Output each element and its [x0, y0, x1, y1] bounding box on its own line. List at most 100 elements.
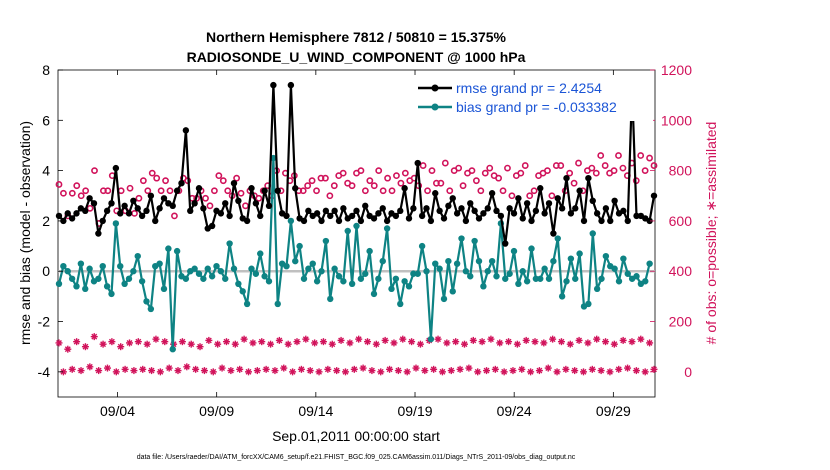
assimilated-obs-point: [236, 365, 244, 373]
bias-point: [471, 237, 478, 245]
rmse-point: [554, 195, 561, 202]
possible-obs-point: [339, 169, 347, 177]
rmse-point: [60, 217, 67, 225]
assimilated-obs-point: [505, 338, 513, 346]
possible-obs-point: [495, 174, 502, 182]
rmse-point: [243, 217, 251, 225]
assimilated-obs-point: [333, 367, 341, 375]
rmse-point: [462, 217, 470, 225]
rmse-point: [475, 215, 483, 222]
bias-point: [86, 265, 93, 272]
bias-point: [541, 265, 548, 272]
bias-point: [195, 270, 203, 277]
possible-obs-point: [379, 187, 387, 195]
possible-obs-point: [370, 182, 378, 190]
assimilated-obs-point: [522, 336, 530, 344]
rmse-point: [401, 185, 408, 192]
assimilated-obs-point: [584, 339, 592, 347]
assimilated-obs-point: [487, 335, 495, 343]
assimilated-obs-point: [593, 335, 601, 343]
bias-point: [383, 225, 391, 232]
left-y-tick-label: 0: [42, 263, 50, 279]
assimilated-obs-point: [68, 365, 76, 373]
rmse-point: [593, 210, 601, 217]
bias-point: [222, 275, 229, 282]
possible-obs-point: [517, 169, 525, 177]
rmse-point: [488, 190, 496, 197]
possible-obs-point: [637, 152, 645, 159]
bias-point: [257, 250, 264, 257]
possible-obs-point: [384, 174, 391, 182]
assimilated-obs-point: [443, 339, 451, 347]
x-tick-label: 09/14: [298, 403, 333, 419]
possible-obs-point: [601, 162, 609, 169]
rmse-series: [55, 81, 658, 247]
rmse-point: [230, 179, 238, 187]
assimilated-obs-point: [438, 368, 446, 376]
possible-obs-point: [202, 194, 209, 202]
possible-obs-point: [104, 187, 112, 195]
rmse-point: [331, 207, 338, 215]
assimilated-obs-point: [496, 339, 504, 347]
possible-obs-point: [171, 212, 178, 220]
bias-point: [60, 263, 67, 270]
rmse-point: [152, 217, 159, 225]
right-y-tick-label: 800: [669, 163, 693, 179]
assimilated-obs-point: [364, 338, 372, 346]
rmse-point: [458, 205, 465, 212]
assimilated-obs-series: [55, 333, 658, 376]
bias-point: [357, 275, 365, 282]
rmse-point: [270, 81, 277, 89]
possible-obs-point: [468, 167, 476, 175]
rmse-point: [532, 207, 540, 215]
possible-obs-point: [526, 192, 534, 200]
assimilated-obs-point: [249, 339, 257, 347]
bias-point: [515, 280, 522, 288]
assimilated-obs-point: [253, 367, 261, 375]
assimilated-obs-point: [394, 367, 402, 375]
rmse-point: [370, 215, 378, 222]
possible-obs-point: [508, 192, 516, 200]
assimilated-obs-point: [430, 365, 438, 373]
x-tick-label: 09/19: [397, 403, 432, 419]
rmse-point: [90, 200, 98, 207]
assimilated-obs-point: [478, 338, 486, 346]
assimilated-obs-point: [624, 364, 632, 372]
left-y-tick-label: 8: [42, 62, 50, 78]
assimilated-obs-point: [86, 363, 94, 371]
assimilated-obs-point: [174, 367, 182, 375]
bias-point: [335, 273, 343, 280]
bias-point: [362, 270, 369, 277]
possible-obs-point: [486, 164, 494, 172]
rmse-point: [580, 217, 588, 225]
bias-point: [646, 260, 653, 267]
bias-point: [82, 285, 89, 293]
assimilated-obs-point: [90, 333, 98, 341]
possible-obs-point: [139, 177, 147, 185]
rmse-point: [392, 212, 400, 220]
assimilated-obs-point: [628, 338, 636, 346]
rmse-point: [519, 215, 526, 222]
bias-point: [554, 235, 561, 242]
assimilated-obs-point: [606, 368, 614, 376]
assimilated-obs-point: [368, 367, 376, 375]
rmse-point: [567, 210, 575, 217]
assimilated-obs-point: [416, 340, 424, 348]
legend-rmse-label: rmse grand pr = 2.4254: [456, 80, 602, 96]
possible-obs-point: [148, 169, 156, 177]
x-tick-label: 09/24: [497, 403, 532, 419]
assimilated-obs-point: [284, 340, 292, 348]
assimilated-obs-point: [289, 368, 297, 376]
assimilated-obs-point: [161, 338, 169, 346]
rmse-point: [397, 207, 404, 215]
rmse-point: [353, 207, 360, 215]
rmse-point: [226, 212, 233, 220]
bias-point: [283, 263, 290, 270]
assimilated-obs-point: [566, 340, 574, 348]
bias-point: [620, 255, 627, 262]
rmse-point: [418, 212, 426, 220]
bias-point: [318, 268, 325, 275]
rmse-point: [95, 230, 102, 237]
rmse-point: [436, 207, 443, 215]
rmse-point: [195, 185, 203, 192]
